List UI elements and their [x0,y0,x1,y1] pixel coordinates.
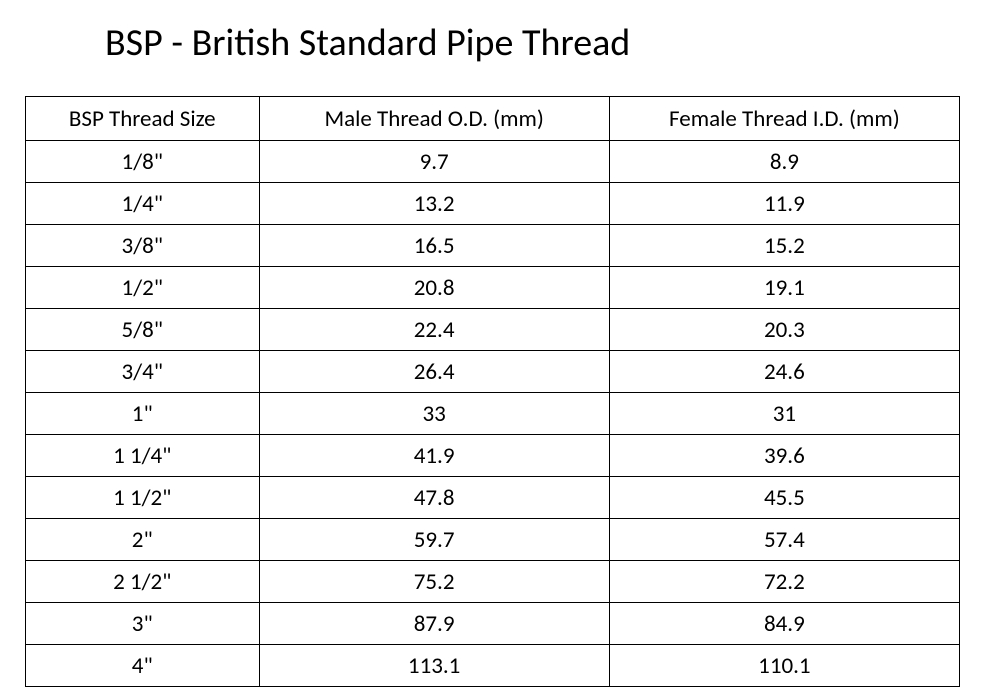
cell-male-od: 113.1 [259,645,609,687]
cell-female-id: 11.9 [609,183,959,225]
cell-male-od: 22.4 [259,309,609,351]
table-row: 1/8"9.78.9 [26,141,960,183]
cell-bsp-size: 1 1/4" [26,435,260,477]
cell-female-id: 20.3 [609,309,959,351]
bsp-thread-table: BSP Thread Size Male Thread O.D. (mm) Fe… [25,96,960,687]
page-title: BSP - British Standard Pipe Thread [25,20,959,96]
table-row: 5/8"22.420.3 [26,309,960,351]
cell-female-id: 45.5 [609,477,959,519]
cell-male-od: 75.2 [259,561,609,603]
cell-male-od: 59.7 [259,519,609,561]
cell-bsp-size: 5/8" [26,309,260,351]
table-row: 1"3331 [26,393,960,435]
cell-bsp-size: 1 1/2" [26,477,260,519]
cell-female-id: 19.1 [609,267,959,309]
cell-female-id: 84.9 [609,603,959,645]
cell-bsp-size: 1/8" [26,141,260,183]
cell-female-id: 110.1 [609,645,959,687]
table-row: 2"59.757.4 [26,519,960,561]
table-row: 2 1/2"75.272.2 [26,561,960,603]
cell-bsp-size: 1/4" [26,183,260,225]
cell-bsp-size: 2 1/2" [26,561,260,603]
cell-male-od: 9.7 [259,141,609,183]
cell-bsp-size: 3/8" [26,225,260,267]
cell-bsp-size: 4" [26,645,260,687]
cell-male-od: 87.9 [259,603,609,645]
table-row: 1 1/2"47.845.5 [26,477,960,519]
cell-female-id: 15.2 [609,225,959,267]
cell-bsp-size: 3" [26,603,260,645]
table-header-row: BSP Thread Size Male Thread O.D. (mm) Fe… [26,97,960,141]
cell-female-id: 24.6 [609,351,959,393]
cell-male-od: 26.4 [259,351,609,393]
cell-male-od: 41.9 [259,435,609,477]
header-female-id: Female Thread I.D. (mm) [609,97,959,141]
cell-female-id: 72.2 [609,561,959,603]
cell-bsp-size: 2" [26,519,260,561]
table-row: 3/4"26.424.6 [26,351,960,393]
table-row: 4"113.1110.1 [26,645,960,687]
cell-female-id: 8.9 [609,141,959,183]
cell-male-od: 16.5 [259,225,609,267]
table-row: 1/4"13.211.9 [26,183,960,225]
table-row: 3"87.984.9 [26,603,960,645]
header-bsp-size: BSP Thread Size [26,97,260,141]
cell-male-od: 13.2 [259,183,609,225]
cell-bsp-size: 3/4" [26,351,260,393]
cell-male-od: 47.8 [259,477,609,519]
cell-bsp-size: 1" [26,393,260,435]
cell-male-od: 20.8 [259,267,609,309]
header-male-od: Male Thread O.D. (mm) [259,97,609,141]
cell-male-od: 33 [259,393,609,435]
cell-female-id: 39.6 [609,435,959,477]
cell-bsp-size: 1/2" [26,267,260,309]
table-row: 3/8"16.515.2 [26,225,960,267]
table-row: 1 1/4"41.939.6 [26,435,960,477]
cell-female-id: 31 [609,393,959,435]
table-row: 1/2"20.819.1 [26,267,960,309]
cell-female-id: 57.4 [609,519,959,561]
